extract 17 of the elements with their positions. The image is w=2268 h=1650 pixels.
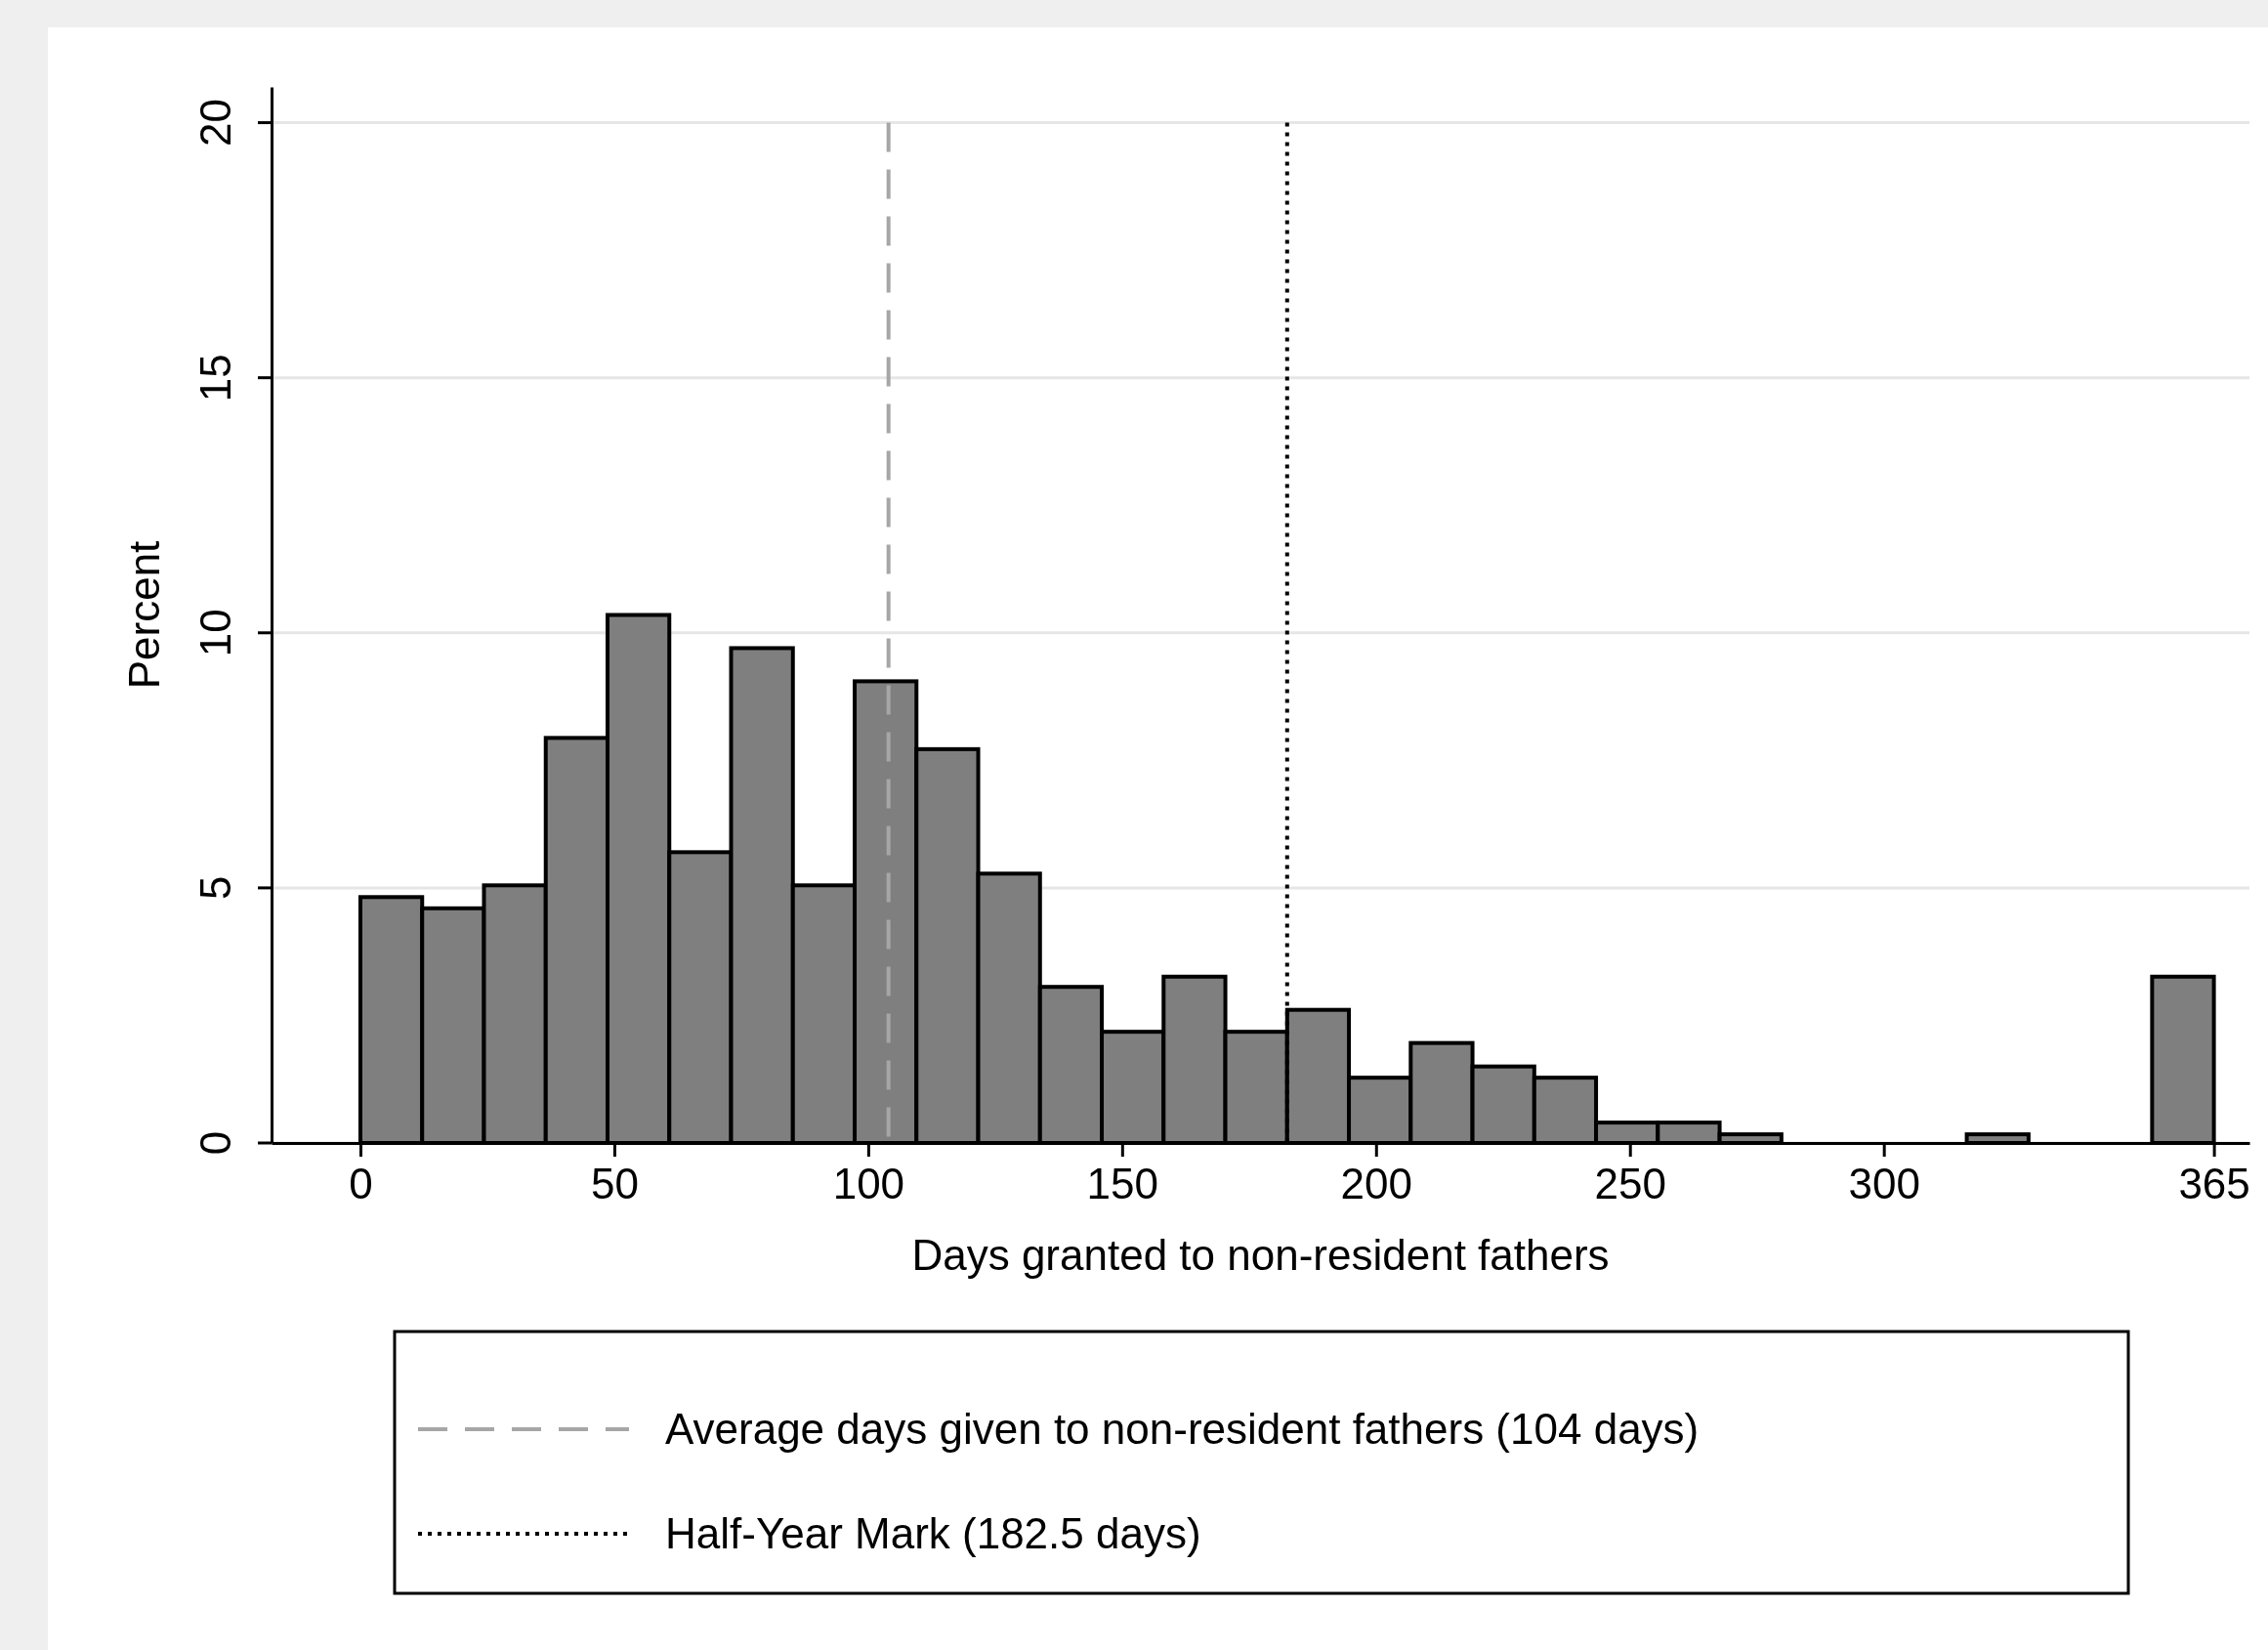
y-tick-label: 15: [191, 354, 239, 402]
x-axis-title: Days granted to non-resident fathers: [911, 1231, 1610, 1279]
x-tick-label: 100: [832, 1159, 905, 1207]
y-tick-label: 10: [191, 609, 239, 657]
y-tick-label: 5: [191, 875, 239, 901]
x-tick-label: 250: [1594, 1159, 1666, 1207]
y-axis-title: Percent: [120, 540, 168, 690]
x-tick-label: 200: [1340, 1159, 1412, 1207]
x-tick-label: 300: [1848, 1159, 1920, 1207]
y-tick-label: 20: [191, 99, 239, 148]
x-tick-label: 365: [2178, 1159, 2250, 1207]
legend-label: Average days given to non-resident fathers (104 days): [665, 1405, 1700, 1453]
x-tick-label: 150: [1086, 1159, 1159, 1207]
y-tick-label: 0: [191, 1130, 239, 1156]
x-tick-label: 50: [590, 1159, 639, 1207]
legend-label: Half-Year Mark (182.5 days): [665, 1509, 1201, 1557]
x-tick-label: 0: [349, 1159, 373, 1207]
